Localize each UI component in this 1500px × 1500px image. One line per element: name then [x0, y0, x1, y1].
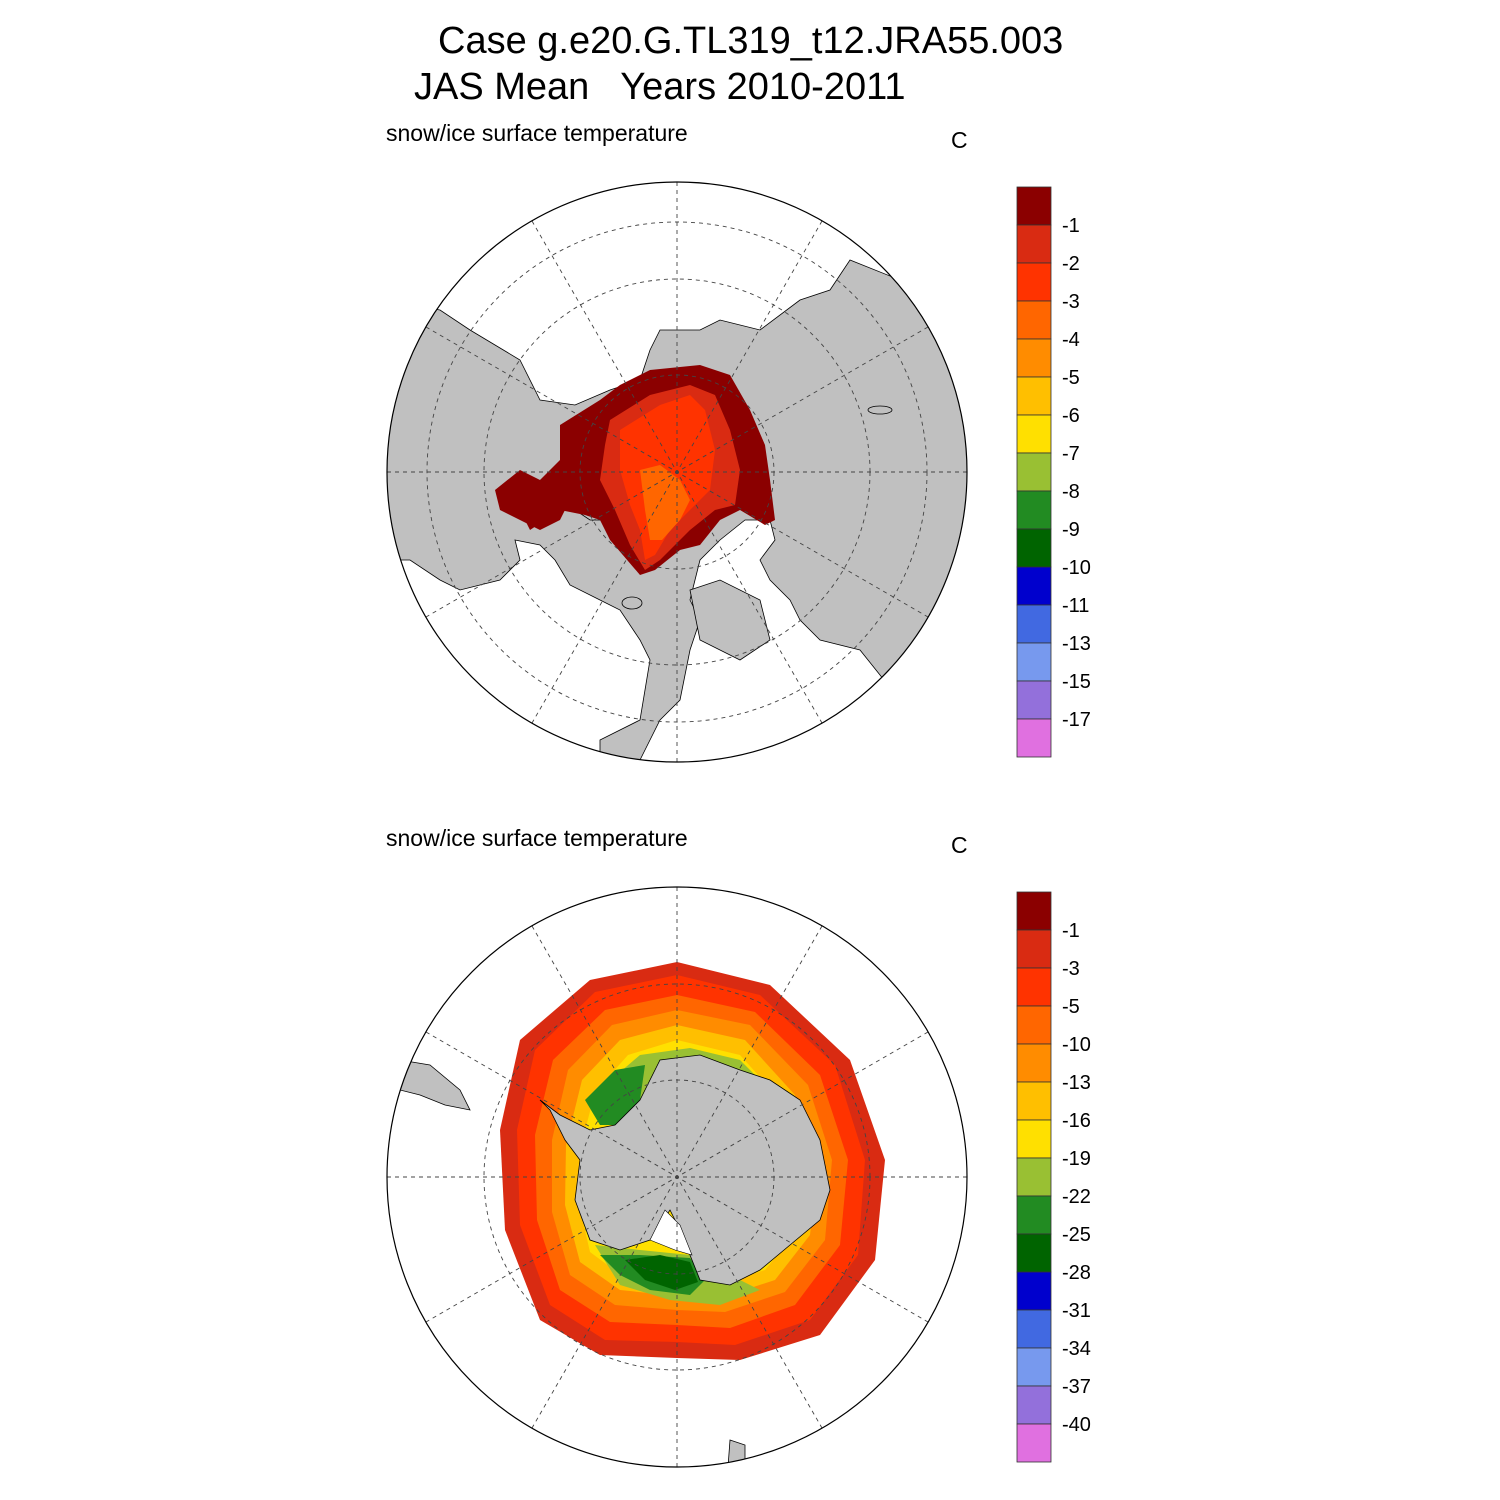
south-colorbar-label: -37: [1062, 1376, 1091, 1398]
south-colorbar-swatch: [1016, 1271, 1052, 1311]
south-colorbar-label: -3: [1062, 958, 1080, 980]
north-colorbar-swatch: [1016, 186, 1052, 226]
south-colorbar-label: -28: [1062, 1262, 1091, 1284]
north-colorbar: -1 -2 -3 -4 -5 -6 -7 -8 -9 -10 -11 -13 -15 -17: [1016, 186, 1091, 758]
south-colorbar-swatch: [1016, 1081, 1052, 1121]
south-land-australia-tip: [727, 1439, 746, 1467]
south-colorbar-swatch: [1016, 1309, 1052, 1349]
north-colorbar-swatch: [1016, 718, 1052, 758]
north-colorbar-swatch: [1016, 680, 1052, 720]
north-colorbar-swatch: [1016, 376, 1052, 416]
north-colorbar-label: -3: [1062, 291, 1080, 313]
south-colorbar-swatch: [1016, 1423, 1052, 1463]
north-colorbar-label: -11: [1062, 595, 1089, 617]
south-colorbar-swatch: [1016, 1005, 1052, 1045]
north-colorbar-swatch: [1016, 604, 1052, 644]
north-land-iceland: [621, 596, 643, 610]
north-colorbar-swatch: [1016, 566, 1052, 606]
south-colorbar-label: -16: [1062, 1110, 1091, 1132]
north-colorbar-swatch: [1016, 452, 1052, 492]
south-map-border: [386, 886, 968, 1468]
north-colorbar-label: -2: [1062, 253, 1080, 275]
south-colorbar-swatch: [1016, 1195, 1052, 1235]
figure-title-line-1: Case g.e20.G.TL319_t12.JRA55.003: [438, 20, 1064, 62]
south-ice-shelf-ross: [649, 1209, 693, 1256]
south-panel-title: snow/ice surface temperature: [386, 825, 688, 851]
south-colorbar-swatch: [1016, 1119, 1052, 1159]
north-colorbar-label: -10: [1062, 557, 1091, 579]
south-colorbar-label: -10: [1062, 1034, 1091, 1056]
north-colorbar-label: -5: [1062, 367, 1080, 389]
south-colorbar-swatch: [1016, 929, 1052, 969]
south-colorbar-label: -13: [1062, 1072, 1091, 1094]
north-colorbar-label: -6: [1062, 405, 1080, 427]
north-colorbar-label: -13: [1062, 633, 1091, 655]
north-colorbar-label: -7: [1062, 443, 1080, 465]
north-panel-units: C: [951, 127, 968, 153]
north-land-island: [867, 405, 893, 415]
north-graticule: [387, 182, 967, 762]
south-ice-band-minus28: [625, 1255, 698, 1290]
north-land-europe: [689, 579, 771, 661]
north-ice-band-minus4: [640, 465, 690, 540]
north-colorbar-swatch: [1016, 414, 1052, 454]
north-colorbar-label: -15: [1062, 671, 1091, 693]
antarctic-polar-map: [386, 886, 968, 1468]
south-land-south-america: [399, 1059, 471, 1111]
south-colorbar-label: -19: [1062, 1148, 1091, 1170]
south-graticule: [387, 887, 967, 1467]
north-colorbar-swatch: [1016, 338, 1052, 378]
north-colorbar-swatch: [1016, 528, 1052, 568]
south-colorbar-label: -25: [1062, 1224, 1091, 1246]
north-map-border: [386, 181, 968, 763]
north-colorbar-swatch: [1016, 300, 1052, 340]
south-colorbar-label: -40: [1062, 1414, 1091, 1436]
south-colorbar-label: -1: [1062, 920, 1080, 942]
arctic-polar-map: [386, 181, 968, 763]
south-colorbar-swatch: [1016, 1233, 1052, 1273]
south-colorbar-label: -31: [1062, 1300, 1091, 1322]
south-colorbar-swatch: [1016, 891, 1052, 931]
north-colorbar-swatch: [1016, 262, 1052, 302]
south-colorbar: -1 -3 -5 -10 -13 -16 -19 -22 -25 -28 -31 -34 -37 -40: [1016, 891, 1091, 1463]
north-ice-archipelago: [495, 470, 570, 530]
south-colorbar-swatch: [1016, 1385, 1052, 1425]
north-colorbar-label: -8: [1062, 481, 1080, 503]
south-colorbar-swatch: [1016, 1157, 1052, 1197]
north-panel-title: snow/ice surface temperature: [386, 120, 688, 146]
figure-title-line-2: JAS Mean Years 2010-2011: [414, 66, 906, 108]
south-colorbar-label: -5: [1062, 996, 1080, 1018]
north-colorbar-swatch: [1016, 642, 1052, 682]
north-colorbar-label: -9: [1062, 519, 1080, 541]
south-colorbar-swatch: [1016, 1347, 1052, 1387]
south-colorbar-swatch: [1016, 967, 1052, 1007]
south-colorbar-label: -34: [1062, 1338, 1091, 1360]
north-colorbar-label: -1: [1062, 215, 1080, 237]
south-colorbar-label: -22: [1062, 1186, 1091, 1208]
south-ice-band-minus22: [595, 1048, 770, 1305]
south-panel-units: C: [951, 832, 968, 858]
north-colorbar-label: -17: [1062, 709, 1091, 731]
north-colorbar-swatch: [1016, 490, 1052, 530]
south-colorbar-swatch: [1016, 1043, 1052, 1083]
north-colorbar-label: -4: [1062, 329, 1080, 351]
north-colorbar-swatch: [1016, 224, 1052, 264]
south-ice-band-minus25: [585, 1065, 705, 1295]
